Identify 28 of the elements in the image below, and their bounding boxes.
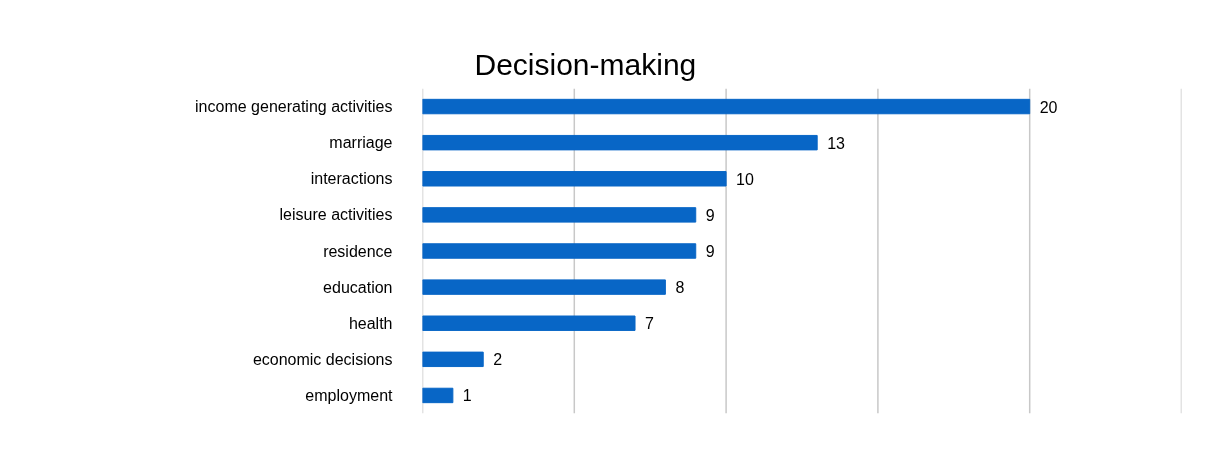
bar: [422, 98, 1031, 115]
y-tick-label: health: [348, 314, 393, 332]
bar: [422, 171, 727, 187]
data-label: 20: [1039, 98, 1058, 116]
y-tick-label: employment: [305, 386, 394, 404]
data-label: 9: [705, 243, 715, 260]
data-label: 8: [675, 279, 685, 297]
bar: [422, 243, 697, 259]
bar: [422, 134, 818, 151]
y-tick-label: education: [323, 278, 393, 296]
y-tick-label: economic decisions: [252, 350, 393, 368]
data-label: 1: [462, 387, 472, 405]
bar: [422, 207, 697, 223]
y-tick-label: residence: [323, 242, 393, 260]
chart-title: Decision-making: [474, 47, 697, 81]
data-label: 2: [493, 351, 503, 369]
data-label: 13: [827, 134, 846, 152]
bar: [422, 315, 636, 331]
data-label: 10: [736, 170, 754, 188]
data-label: 9: [705, 206, 715, 224]
y-tick-label: marriage: [329, 134, 393, 152]
bar: [422, 279, 666, 295]
y-tick-label: interactions: [310, 170, 393, 188]
y-tick-label: income generating activities: [195, 98, 393, 116]
data-label: 7: [645, 315, 655, 333]
bar: [422, 387, 454, 404]
y-tick-label: leisure activities: [279, 206, 393, 224]
bar: [422, 351, 484, 368]
